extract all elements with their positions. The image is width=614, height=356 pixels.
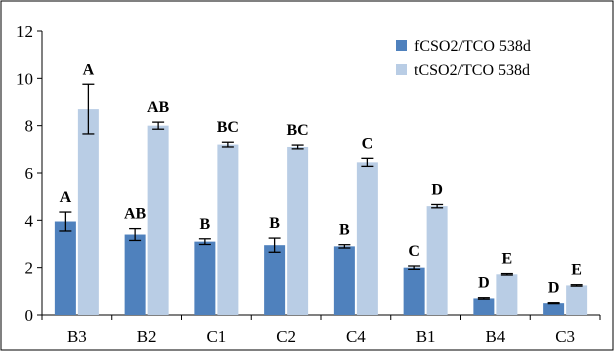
- bar: [77, 109, 99, 315]
- bar: [426, 206, 448, 315]
- legend-swatch: [396, 64, 407, 75]
- bar: [543, 303, 565, 315]
- legend: fCSO2/TCO 538d tCSO2/TCO 538d: [396, 38, 531, 79]
- bar: [147, 125, 169, 316]
- significance-label: A: [83, 61, 95, 78]
- x-tick-label: B2: [137, 327, 157, 346]
- x-tick-label: C3: [555, 327, 575, 346]
- bar: [403, 267, 425, 315]
- y-tick-label: 4: [25, 211, 34, 230]
- x-tick-label: B4: [485, 327, 505, 346]
- significance-label: C: [408, 243, 420, 260]
- bar: [473, 298, 495, 315]
- significance-label: D: [478, 275, 490, 292]
- y-tick-label: 0: [25, 306, 34, 325]
- significance-label: AB: [124, 206, 147, 223]
- significance-label: A: [60, 189, 72, 206]
- bar: [217, 144, 239, 315]
- significance-label: B: [339, 222, 350, 239]
- y-tick-label: 10: [16, 69, 33, 88]
- bar: [333, 246, 355, 315]
- y-tick-labels: 0 2 4 6 8 10 12: [16, 22, 34, 325]
- significance-label: D: [548, 280, 560, 297]
- significance-label: AB: [147, 99, 170, 116]
- significance-label: C: [362, 135, 374, 152]
- significance-label: BC: [217, 119, 239, 136]
- significance-label: BC: [287, 122, 309, 139]
- bar: [124, 234, 146, 315]
- bar: [566, 285, 588, 315]
- legend-label: fCSO2/TCO 538d: [414, 38, 531, 55]
- bar: [287, 146, 309, 315]
- significance-label: D: [431, 181, 443, 198]
- bar: [264, 245, 286, 315]
- legend-swatch: [396, 40, 407, 51]
- x-tick-label: C2: [276, 327, 296, 346]
- error-bars: [59, 83, 583, 305]
- significance-label: E: [502, 251, 513, 268]
- bar: [356, 162, 378, 315]
- x-tick-label: C4: [346, 327, 366, 346]
- significance-label: E: [571, 262, 582, 279]
- y-tick-label: 6: [25, 164, 34, 183]
- y-tick-label: 12: [16, 22, 33, 41]
- significance-label: B: [269, 215, 280, 232]
- x-tick-label: B3: [67, 327, 87, 346]
- x-tick-label: C1: [206, 327, 226, 346]
- x-tick-label: B1: [416, 327, 436, 346]
- bar: [496, 274, 518, 315]
- x-tick-labels: B3 B2 C1 C2 C4 B1 B4 C3: [67, 327, 575, 346]
- bars: [54, 109, 588, 316]
- y-tick-label: 2: [25, 259, 34, 278]
- y-tick-label: 8: [25, 117, 34, 136]
- significance-label: B: [200, 216, 211, 233]
- bar: [194, 241, 216, 315]
- bar: [54, 221, 76, 315]
- legend-label: tCSO2/TCO 538d: [414, 62, 530, 79]
